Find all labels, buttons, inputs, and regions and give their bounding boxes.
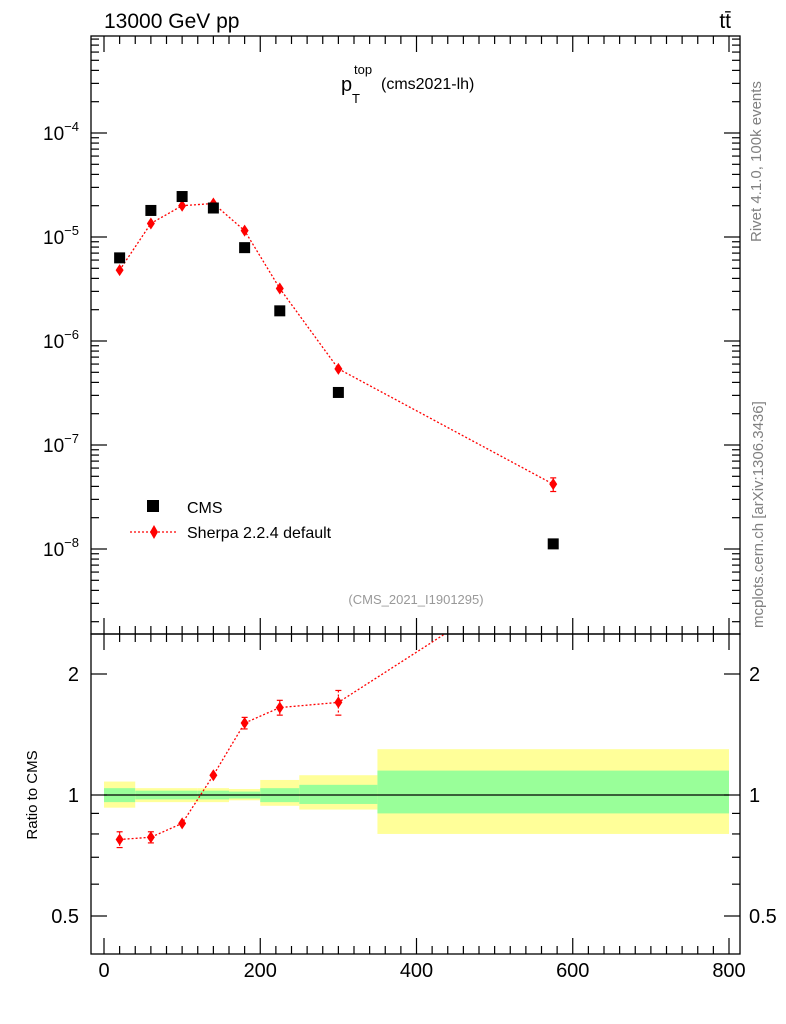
y-tick-label-1e-7: 10−7 — [43, 431, 79, 457]
rivet-version-label: Rivet 4.1.0, 100k events — [748, 81, 765, 242]
y-tick-label-1e-8: 10−8 — [43, 535, 79, 561]
x-tick-label-600: 600 — [556, 960, 589, 982]
title-sup: top — [354, 62, 372, 77]
sherpa-point — [115, 264, 124, 277]
cms-point — [145, 204, 157, 216]
sherpa-point — [146, 217, 155, 230]
ratio-y-tick-label-1: 1 — [68, 785, 79, 807]
title-main: p — [341, 74, 352, 96]
ratio-y-tick-label-right-1: 1 — [749, 785, 760, 807]
cms-point — [274, 305, 286, 317]
x-tick-label-400: 400 — [400, 960, 433, 982]
y-tick-label-1e-5: 10−5 — [43, 223, 79, 249]
ratio-y-tick-label-right-0.5: 0.5 — [749, 906, 777, 928]
energy-label: 13000 GeV pp — [104, 10, 239, 33]
ratio-bands — [104, 749, 729, 834]
ratio-point — [549, 558, 557, 570]
x-tick-label-200: 200 — [244, 960, 277, 982]
ratio-y-tick-labels: 2 1 0.5 2 1 0.5 — [51, 664, 777, 928]
legend-label-sherpa: Sherpa 2.2.4 default — [187, 525, 332, 542]
main-axis-ticks — [91, 36, 740, 634]
ratio-band-inner — [377, 770, 729, 814]
ratio-series-layer — [115, 558, 557, 849]
main-panel-frame — [90, 35, 741, 635]
mcplots-label: mcplots.cern.ch [arXiv:1306.3436] — [750, 401, 767, 628]
cms-point — [207, 202, 219, 214]
sherpa-line — [119, 202, 554, 485]
ratio-panel-frame — [90, 633, 741, 955]
y-tick-label-1e-6: 10−6 — [43, 327, 79, 353]
sherpa-point — [240, 224, 249, 237]
ratio-sherpa-line — [119, 634, 446, 841]
ratio-y-axis-title: Ratio to CMS — [24, 750, 41, 839]
process-label: tt̄ — [719, 10, 731, 33]
cms-point — [332, 386, 344, 398]
cms-point — [114, 252, 126, 264]
cms-point — [239, 242, 251, 254]
main-series-layer — [114, 191, 559, 550]
sherpa-point — [178, 199, 187, 212]
ratio-point — [334, 696, 343, 709]
x-tick-label-800: 800 — [712, 960, 745, 982]
legend-label-cms: CMS — [187, 500, 223, 517]
sherpa-point — [549, 478, 558, 491]
title-rest: (cms2021-lh) — [381, 76, 474, 93]
legend-marker-cms — [147, 500, 159, 512]
ratio-y-tick-label-0.5: 0.5 — [51, 906, 79, 928]
x-tick-labels: 0 200 400 600 800 — [98, 960, 745, 982]
x-tick-label-0: 0 — [98, 960, 109, 982]
ratio-point — [146, 831, 155, 844]
ratio-y-tick-label-right-2: 2 — [749, 664, 760, 686]
ratio-y-tick-label-2: 2 — [68, 664, 79, 686]
analysis-id: (CMS_2021_I1901295) — [348, 592, 483, 607]
title-sub: T — [352, 91, 360, 106]
cms-point — [547, 538, 559, 550]
main-title: p top T (cms2021-lh) — [341, 62, 474, 106]
sherpa-point — [275, 282, 284, 295]
y-tick-label-1e-4: 10−4 — [43, 119, 79, 145]
ratio-axis-ticks — [91, 634, 740, 954]
legend-marker-sherpa — [150, 525, 158, 539]
sherpa-point — [334, 362, 343, 375]
ratio-point — [115, 833, 124, 846]
legend: CMS Sherpa 2.2.4 default — [130, 500, 332, 542]
ratio-point — [209, 769, 218, 782]
cms-point — [176, 191, 188, 203]
main-y-tick-labels: 10−4 10−5 10−6 10−7 10−8 — [43, 119, 79, 561]
ratio-point — [275, 701, 284, 714]
ratio-band-inner — [299, 784, 378, 804]
ratio-point — [178, 817, 187, 830]
ratio-point — [240, 717, 249, 730]
